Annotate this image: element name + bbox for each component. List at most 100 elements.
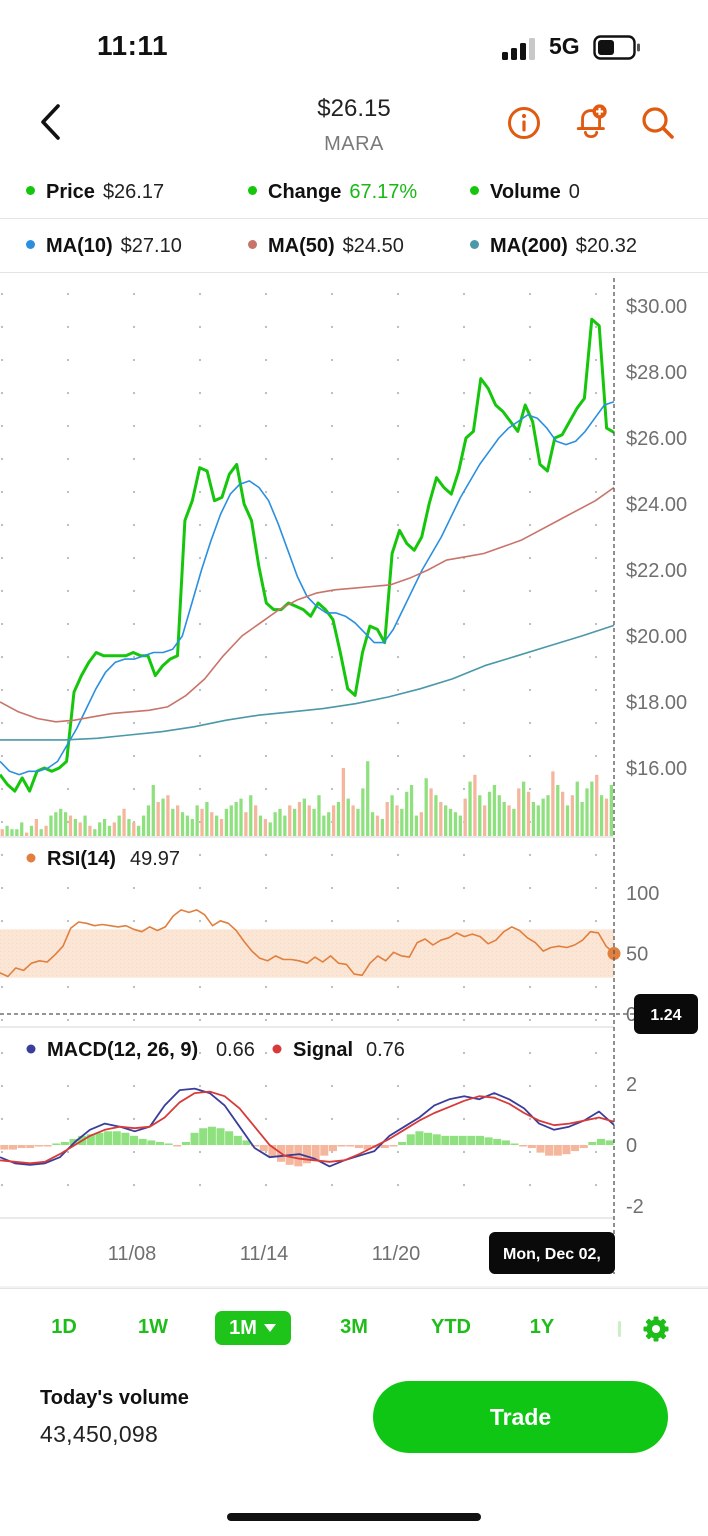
grid-dot: [594, 919, 598, 923]
legend-ma10-label: MA(10): [46, 235, 113, 257]
range-1m-label: 1M: [229, 1316, 257, 1339]
grid-dot: [462, 1183, 466, 1187]
macd-histogram-bar: [294, 1145, 303, 1167]
trade-button[interactable]: Trade: [373, 1381, 668, 1453]
volume-bar: [132, 822, 136, 836]
volume-bar: [73, 819, 77, 836]
stock-chart[interactable]: $30.00 $28.00 $26.00 $24.00 $22.00 $20.00 $18.…: [0, 274, 708, 1288]
macd-histogram-bar: [354, 1145, 363, 1149]
macd-histogram-bar: [164, 1143, 173, 1145]
grid-dot: [66, 721, 70, 725]
volume-bar: [478, 795, 482, 836]
grid-dot: [132, 556, 136, 560]
alert-bell-plus-icon[interactable]: [574, 103, 610, 139]
grid-dot: [594, 721, 598, 725]
macd-histogram-bar: [415, 1131, 424, 1145]
grid-dot: [462, 391, 466, 395]
grid-dot: [264, 457, 268, 461]
grid-dot: [528, 754, 532, 758]
volume-bar: [190, 819, 194, 836]
grid-dot: [132, 325, 136, 329]
volume-bar: [288, 805, 292, 836]
volume-bar: [361, 788, 365, 836]
grid-dot: [528, 721, 532, 725]
range-3m[interactable]: 3M: [340, 1316, 368, 1338]
grid-dot: [594, 1183, 598, 1187]
volume-bar: [0, 829, 4, 836]
info-icon[interactable]: [506, 105, 542, 141]
grid-dot: [264, 292, 268, 296]
volume-bar: [580, 802, 584, 836]
rsi-axis-tick: 50: [626, 944, 648, 966]
macd-histogram-bar: [424, 1132, 433, 1145]
grid-dot: [132, 292, 136, 296]
volume-bar: [185, 815, 190, 836]
grid-dot: [528, 1018, 532, 1022]
macd-histogram-bar: [43, 1145, 52, 1147]
macd-histogram-bar: [311, 1145, 320, 1161]
grid-dot: [0, 1051, 4, 1055]
macd-histogram-bar: [52, 1143, 61, 1145]
volume-bar: [424, 778, 428, 836]
grid-dot: [132, 1084, 136, 1088]
macd-histogram-bar: [8, 1145, 17, 1150]
grid-dot: [528, 1051, 532, 1055]
date-axis-tick: 11/14: [240, 1243, 289, 1265]
grid-dot: [264, 985, 268, 989]
volume-bar: [439, 802, 443, 836]
grid-dot: [132, 589, 136, 593]
gear-icon[interactable]: [642, 1315, 670, 1343]
macd-histogram-bar: [527, 1145, 536, 1149]
grid-dot: [396, 424, 400, 428]
grid-dot: [528, 985, 532, 989]
macd-histogram-bar: [60, 1141, 69, 1145]
grid-dot: [132, 853, 136, 857]
volume-bar: [487, 791, 492, 836]
grid-dot: [264, 391, 268, 395]
legend-price-label: Price: [46, 181, 95, 203]
volume-bar: [444, 805, 448, 836]
macd-histogram-bar: [121, 1132, 130, 1145]
grid-dot: [66, 820, 70, 824]
grid-dot: [396, 919, 400, 923]
range-1d[interactable]: 1D: [51, 1316, 77, 1338]
volume-bar: [44, 825, 48, 836]
volume-bar: [88, 825, 92, 836]
grid-dot: [330, 787, 334, 791]
volume-bar: [39, 829, 43, 836]
grid-dot: [66, 1183, 70, 1187]
macd-histogram-bar: [242, 1140, 251, 1145]
grid-dot: [132, 391, 136, 395]
price-axis-tick: $24.00: [626, 494, 687, 516]
range-1w[interactable]: 1W: [138, 1316, 168, 1338]
grid-dot: [198, 589, 202, 593]
grid-dot: [462, 721, 466, 725]
legend-ma200-value: $20.32: [575, 235, 637, 257]
grid-dot: [594, 457, 598, 461]
grid-dot: [594, 886, 598, 890]
search-icon[interactable]: [640, 105, 676, 141]
grid-dot: [66, 457, 70, 461]
grid-dot: [66, 424, 70, 428]
grid-dot: [462, 919, 466, 923]
macd-axis-tick: 0: [626, 1135, 637, 1157]
range-1m-selected[interactable]: 1M: [215, 1311, 291, 1345]
range-ytd[interactable]: YTD: [431, 1316, 471, 1338]
grid-dot: [528, 490, 532, 494]
volume-bar: [468, 781, 472, 836]
grid-dot: [396, 358, 400, 362]
volume-bar: [307, 805, 311, 836]
grid-dot: [396, 754, 400, 758]
grid-dot: [0, 688, 4, 692]
range-1y[interactable]: 1Y: [529, 1316, 555, 1338]
range-separator: [0, 1288, 708, 1289]
grid-dot: [0, 358, 4, 362]
volume-bar: [419, 812, 423, 836]
back-chevron-icon[interactable]: [38, 102, 64, 142]
grid-dot: [66, 1018, 70, 1022]
grid-dot: [330, 490, 334, 494]
grid-dot: [132, 523, 136, 527]
macd-histogram-bar: [0, 1145, 9, 1150]
rsi-panel: [0, 909, 621, 978]
grid-dot: [594, 325, 598, 329]
